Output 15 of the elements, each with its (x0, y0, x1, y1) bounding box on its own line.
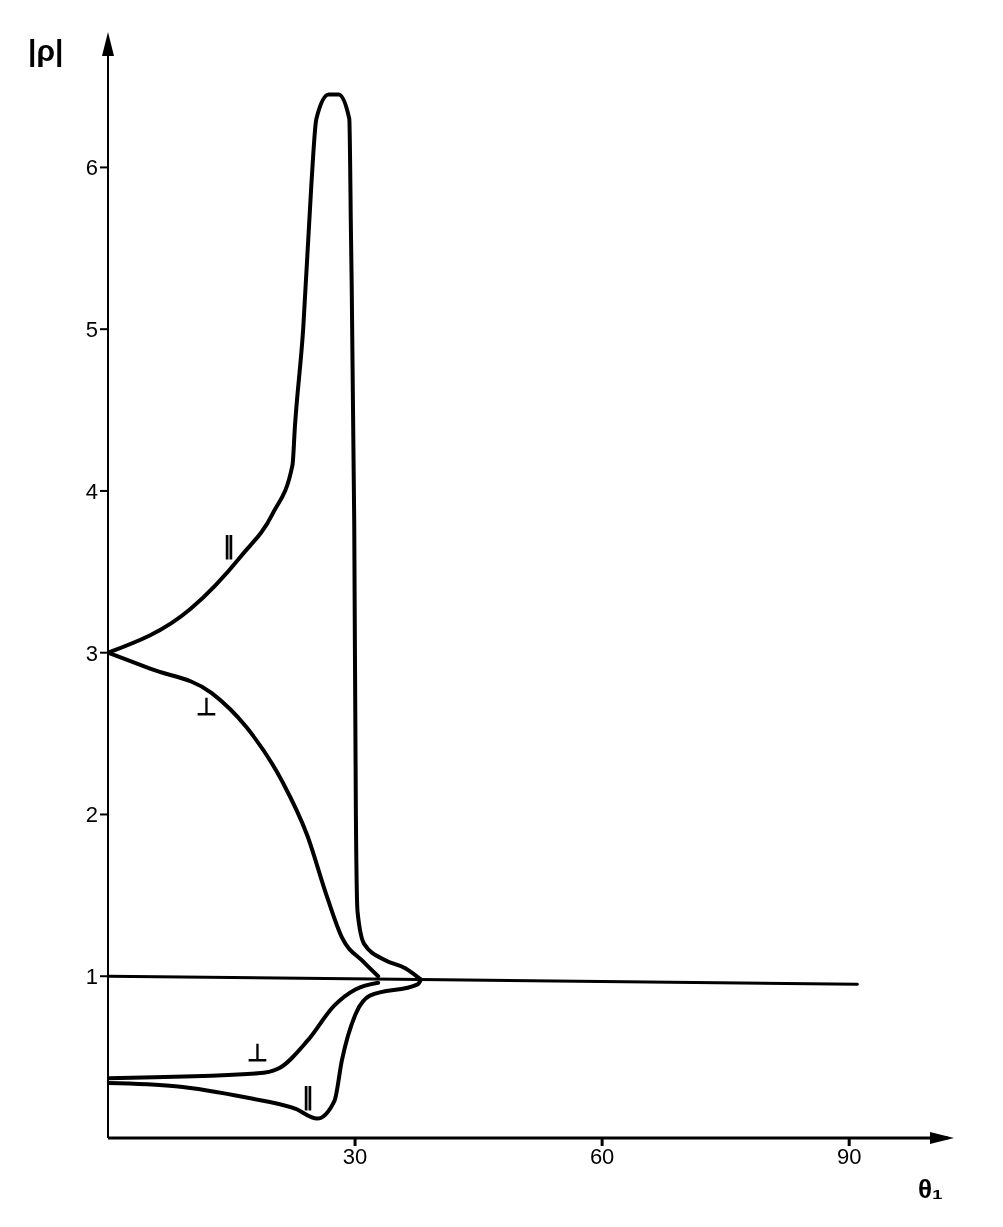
x-tick-label: 60 (589, 1143, 615, 1169)
x-axis-title: θ₁ (918, 1174, 943, 1205)
y-tick-label: 2 (85, 802, 98, 828)
series-label: ⊥ (195, 693, 217, 721)
series-label: ∥ (223, 531, 236, 560)
y-tick-label: 3 (85, 640, 98, 666)
y-tick-label: 1 (85, 964, 98, 990)
y-tick-label: 5 (85, 316, 98, 342)
x-tick-label: 90 (836, 1143, 862, 1169)
series-label: ∥ (301, 1082, 314, 1111)
series-label: ⊥ (247, 1039, 269, 1067)
x-tick-label: 30 (342, 1143, 368, 1169)
y-tick-label: 4 (85, 478, 98, 504)
y-axis-title: |ρ| (28, 34, 64, 68)
y-tick-label: 6 (85, 155, 98, 181)
